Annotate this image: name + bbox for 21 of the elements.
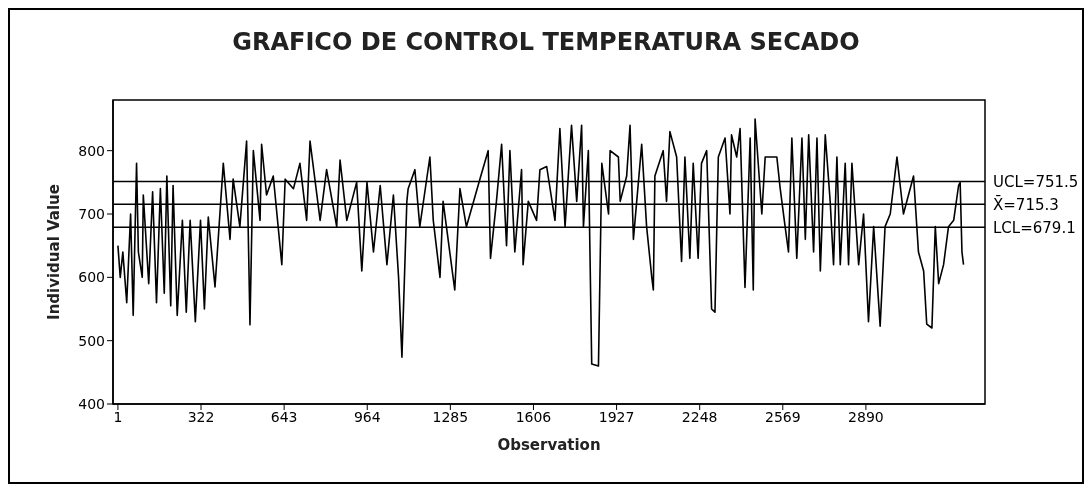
x-tick-label: 322 (187, 408, 215, 425)
x-tick-label: 1606 (515, 408, 552, 425)
y-tick-label: 500 (78, 332, 105, 349)
y-tick-label: 800 (78, 142, 105, 159)
y-axis-title: Individual Value (45, 184, 64, 320)
y-tick-label: 600 (78, 269, 105, 286)
x-tick-label: 2248 (681, 408, 718, 425)
ref-line-label: X̄=715.3 (993, 194, 1059, 214)
y-tick-label: 700 (78, 205, 105, 222)
chart-title: GRAFICO DE CONTROL TEMPERATURA SECADO (231, 28, 861, 56)
x-tick-label: 643 (270, 408, 298, 425)
y-tick-label: 400 (78, 395, 105, 412)
ref-line-label: LCL=679.1 (993, 218, 1076, 237)
x-axis-title: Observation (497, 436, 601, 454)
ref-line-label: UCL=751.5 (993, 172, 1079, 191)
x-tick-label: 964 (353, 408, 381, 425)
x-tick-label: 2569 (764, 408, 801, 425)
x-tick-label: 1927 (598, 408, 635, 425)
x-tick-label: 1285 (432, 408, 469, 425)
x-tick-label: 2890 (848, 408, 884, 425)
x-tick-label: 1 (113, 408, 123, 425)
